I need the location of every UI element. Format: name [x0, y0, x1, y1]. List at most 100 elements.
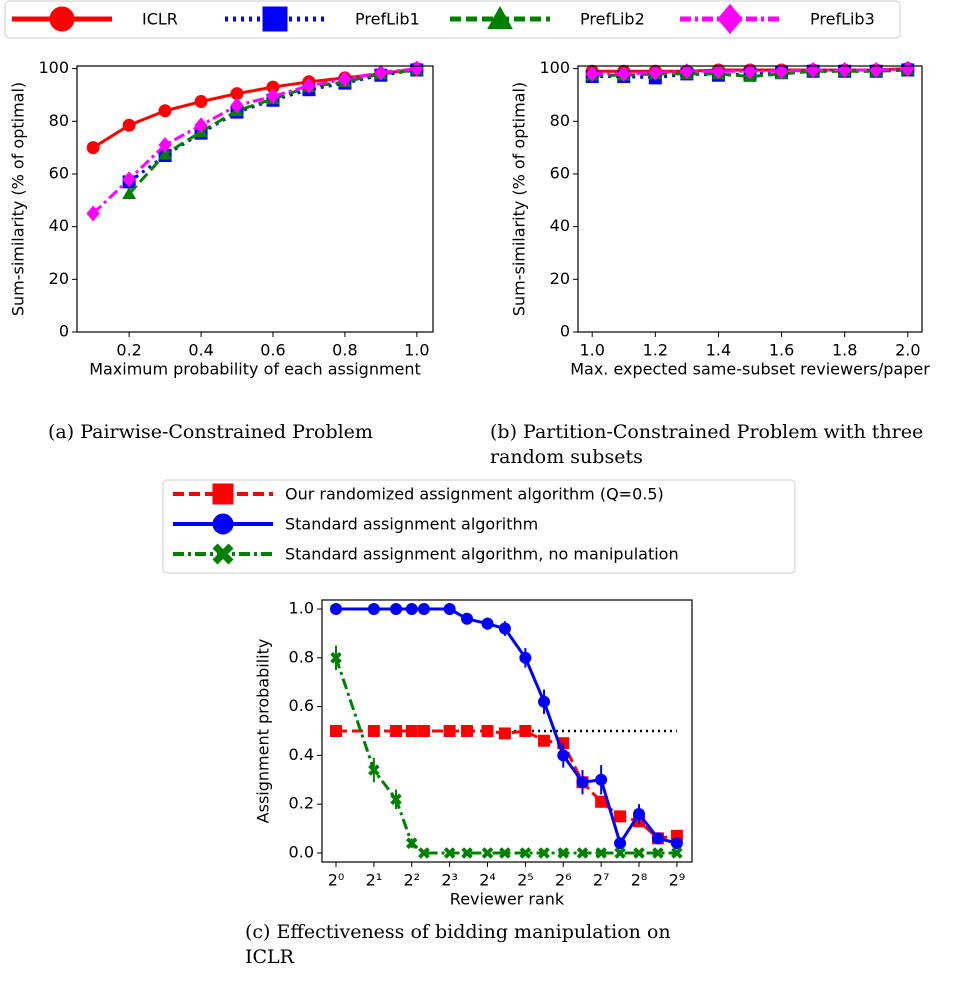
marker [338, 71, 352, 88]
marker [461, 847, 473, 859]
x-tick-label: 1.0 [404, 341, 429, 360]
legend-label: PrefLib2 [580, 10, 645, 29]
legend-label: PrefLib1 [355, 10, 420, 29]
x-tick-label: 2⁵ [517, 871, 534, 890]
legend-label: PrefLib3 [810, 10, 875, 29]
x-tick-label: 2¹ [366, 871, 383, 890]
marker [212, 543, 234, 565]
series-line [335, 607, 678, 847]
series-line [92, 67, 418, 149]
y-tick-label: 20 [49, 269, 69, 288]
x-tick-label: 2³ [441, 871, 458, 890]
marker [670, 837, 683, 850]
marker [711, 63, 726, 80]
marker [538, 847, 550, 859]
marker [498, 727, 511, 740]
marker [302, 77, 316, 94]
y-axis-label: Sum-similarity (% of optimal) [9, 82, 28, 316]
y-tick-label: 100 [539, 58, 570, 77]
y-tick-label: 0 [59, 322, 69, 341]
y-tick-label: 60 [550, 163, 570, 182]
legend-box [162, 479, 796, 574]
y-tick-label: 0.6 [289, 696, 314, 715]
y-tick-label: 0.0 [289, 842, 314, 861]
marker [614, 837, 627, 850]
marker [461, 725, 474, 737]
marker [576, 847, 589, 859]
y-tick-label: 100 [38, 58, 69, 77]
marker [576, 776, 589, 789]
marker [671, 847, 683, 859]
marker [417, 603, 430, 616]
marker [158, 104, 172, 118]
marker [519, 847, 532, 859]
marker [680, 63, 694, 80]
y-tick-label: 1.0 [289, 599, 314, 618]
marker [585, 65, 599, 82]
marker [212, 483, 234, 505]
x-tick-label: 2⁰ [328, 871, 345, 890]
plot-frame [577, 65, 923, 333]
marker [194, 117, 208, 134]
marker [461, 612, 474, 625]
marker [158, 147, 172, 160]
x-tick-label: 2⁸ [631, 871, 648, 890]
marker [443, 847, 456, 859]
marker [499, 847, 511, 859]
marker [557, 847, 570, 859]
marker [633, 847, 645, 859]
x-tick-label: 1.4 [706, 341, 731, 360]
marker [390, 603, 403, 616]
marker [122, 171, 136, 188]
x-tick-label: 1.2 [643, 341, 668, 360]
marker [405, 837, 418, 849]
x-tick-label: 0.2 [116, 341, 141, 360]
marker [266, 88, 280, 105]
marker [481, 725, 494, 737]
series-line [92, 67, 417, 215]
marker [262, 6, 288, 32]
x-tick-label: 0.6 [260, 341, 285, 360]
marker [158, 137, 172, 153]
series-line [334, 657, 677, 855]
marker [374, 64, 388, 81]
marker [212, 513, 234, 535]
caption: (c) Effectiveness of bidding manipulatio… [245, 921, 671, 968]
y-axis-label: Sum-similarity (% of optimal) [510, 82, 529, 316]
marker [86, 205, 100, 222]
x-tick-label: 2⁶ [555, 871, 572, 890]
x-tick-label: 0.4 [188, 341, 213, 360]
x-tick-label: 2⁹ [669, 871, 686, 890]
marker [329, 603, 342, 616]
marker [481, 617, 494, 630]
marker [617, 65, 631, 82]
y-tick-label: 40 [49, 216, 69, 235]
x-tick-label: 0.8 [332, 341, 357, 360]
marker [390, 725, 403, 737]
marker [230, 97, 244, 114]
x-tick-label: 2⁴ [479, 871, 496, 890]
marker [487, 5, 513, 30]
plot-frame [76, 65, 434, 333]
marker [614, 810, 627, 823]
x-tick-label: 2.0 [895, 341, 920, 360]
marker [595, 847, 607, 859]
plot-frame [321, 599, 693, 863]
y-tick-label: 0.8 [289, 647, 314, 666]
caption: (a) Pairwise-Constrained Problem [48, 421, 373, 443]
marker [538, 695, 551, 708]
y-tick-label: 80 [49, 111, 69, 130]
marker [717, 3, 743, 35]
x-axis-label: Max. expected same-subset reviewers/pape… [570, 360, 930, 379]
series-line [128, 68, 417, 195]
y-tick-label: 40 [550, 216, 570, 235]
marker [443, 603, 456, 616]
x-tick-label: 2² [403, 871, 420, 890]
marker [538, 734, 551, 747]
marker [595, 773, 608, 786]
marker [390, 793, 402, 806]
legend-label: Standard assignment algorithm, no manipu… [285, 545, 679, 564]
marker [648, 64, 662, 81]
